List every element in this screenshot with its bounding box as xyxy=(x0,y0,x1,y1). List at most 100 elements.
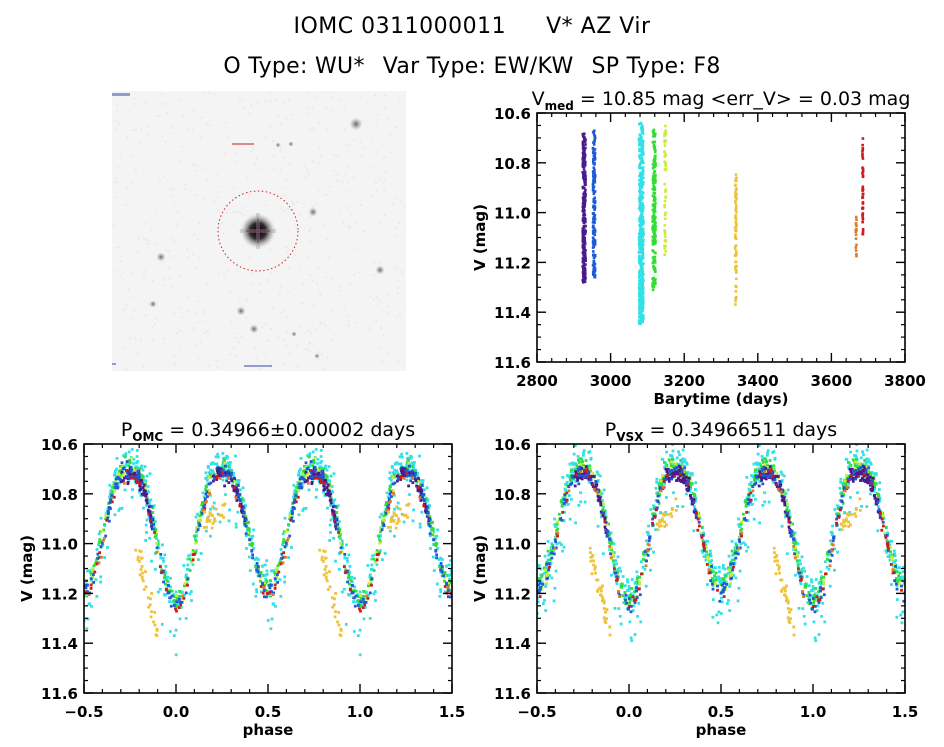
data-point xyxy=(640,124,644,128)
data-point xyxy=(279,595,283,598)
data-point xyxy=(685,477,688,481)
data-point xyxy=(729,581,732,585)
data-point xyxy=(682,464,686,468)
data-point xyxy=(147,501,151,505)
data-point xyxy=(569,476,573,480)
data-point xyxy=(379,526,383,530)
data-point xyxy=(561,549,564,553)
data-point xyxy=(740,527,744,531)
data-point xyxy=(278,563,281,567)
data-point xyxy=(351,590,355,594)
data-point xyxy=(389,525,392,529)
data-point xyxy=(328,487,332,490)
data-point xyxy=(735,217,738,221)
data-point xyxy=(888,540,892,543)
data-point xyxy=(237,479,241,482)
data-point xyxy=(118,464,122,468)
data-point xyxy=(328,539,332,542)
data-point xyxy=(363,597,367,601)
data-point xyxy=(205,518,209,521)
data-point xyxy=(167,590,171,594)
data-point xyxy=(238,488,242,492)
data-point xyxy=(720,596,723,600)
data-point xyxy=(591,230,595,233)
data-point xyxy=(693,493,697,497)
data-point xyxy=(745,476,749,479)
data-point xyxy=(275,570,279,573)
data-point xyxy=(723,567,727,571)
data-point xyxy=(346,569,349,573)
data-point xyxy=(320,558,324,561)
data-point xyxy=(435,534,439,538)
data-point xyxy=(652,143,656,146)
data-point xyxy=(98,556,102,559)
data-point xyxy=(566,502,570,506)
data-point xyxy=(142,491,146,495)
data-point xyxy=(90,567,94,571)
data-point xyxy=(735,296,738,299)
data-point xyxy=(144,479,148,483)
data-point xyxy=(653,145,656,149)
data-point xyxy=(236,510,240,514)
data-point xyxy=(771,480,775,484)
data-point xyxy=(172,599,176,603)
data-point xyxy=(635,570,639,574)
data-point xyxy=(325,468,329,472)
data-point xyxy=(115,467,118,471)
data-point xyxy=(204,471,208,475)
data-point xyxy=(710,563,714,567)
data-point xyxy=(218,513,222,517)
data-point xyxy=(641,191,645,195)
data-point xyxy=(166,575,170,579)
data-point xyxy=(689,487,693,491)
data-point xyxy=(801,607,805,611)
data-point xyxy=(892,549,896,553)
data-point xyxy=(152,504,156,508)
data-point xyxy=(270,617,274,621)
data-point xyxy=(884,525,888,529)
data-point xyxy=(592,166,596,169)
data-point xyxy=(86,583,89,587)
data-point xyxy=(592,237,595,241)
data-point xyxy=(188,592,192,596)
data-point xyxy=(304,506,308,510)
data-point xyxy=(139,480,143,483)
data-point xyxy=(546,539,550,543)
data-point xyxy=(235,486,238,490)
x-tick-label: −0.5 xyxy=(64,703,103,721)
data-point xyxy=(734,208,738,212)
data-point xyxy=(582,271,585,274)
data-point xyxy=(682,460,686,464)
plot-title: Vmed = 10.85 mag <err_V> = 0.03 mag xyxy=(532,88,911,113)
data-point xyxy=(108,495,111,499)
data-point xyxy=(356,599,360,603)
data-point xyxy=(677,462,681,466)
data-point xyxy=(200,503,204,507)
data-point xyxy=(747,495,751,499)
data-point xyxy=(324,464,328,468)
data-point xyxy=(663,182,667,186)
data-point xyxy=(637,138,641,142)
data-point xyxy=(297,489,300,493)
data-point xyxy=(592,271,596,275)
data-point xyxy=(729,560,733,564)
data-point xyxy=(684,471,688,475)
title-main: V xyxy=(532,88,545,110)
data-point xyxy=(440,558,444,561)
data-point xyxy=(639,138,643,141)
data-point xyxy=(314,447,318,451)
data-point xyxy=(145,492,149,496)
data-point xyxy=(353,576,356,580)
data-point xyxy=(639,257,643,260)
data-point xyxy=(653,199,657,202)
data-point xyxy=(400,455,404,459)
data-point xyxy=(279,562,283,566)
data-point xyxy=(201,491,205,495)
data-point xyxy=(179,605,183,609)
data-point xyxy=(548,563,552,567)
data-point xyxy=(209,462,213,466)
data-point xyxy=(163,593,166,596)
data-point xyxy=(93,570,97,574)
data-point xyxy=(380,558,384,562)
